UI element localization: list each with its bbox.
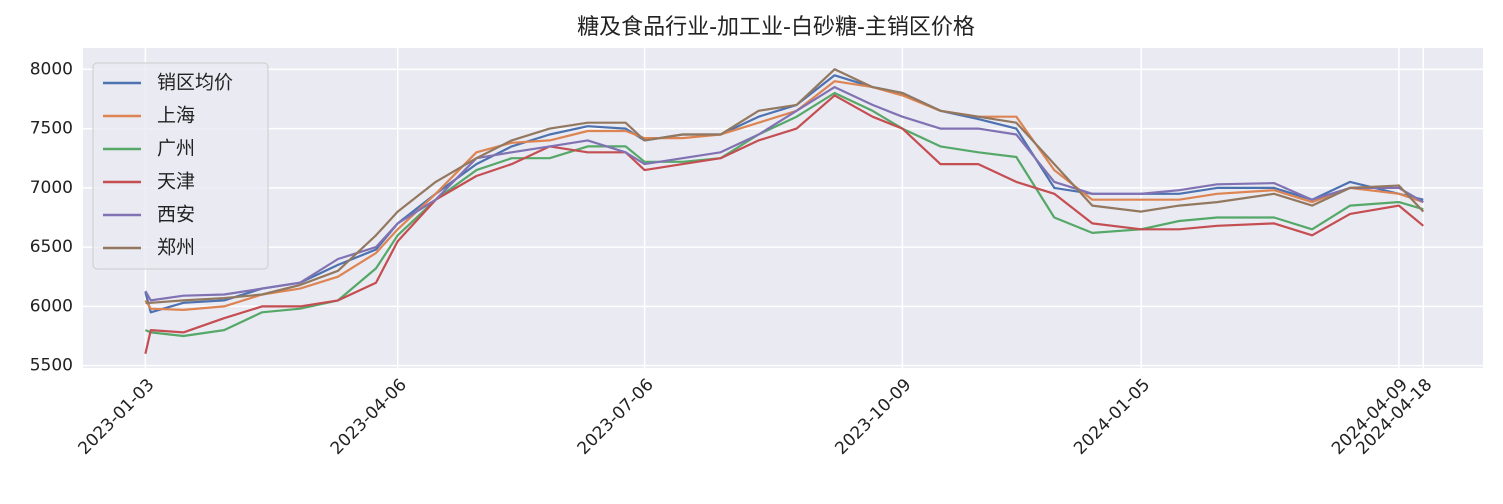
x-tick-label: 2023-04-06 (327, 375, 411, 459)
line (144, 86, 1424, 302)
y-tick-label: 5500 (30, 356, 73, 376)
plot-area (83, 48, 1483, 368)
x-tick-label: 2024-01-05 (1070, 375, 1154, 459)
legend-label: 上海 (157, 105, 195, 127)
y-tick-label: 6500 (30, 237, 73, 257)
line (144, 74, 1424, 314)
legend-label: 天津 (157, 171, 195, 193)
legend-box (92, 62, 269, 270)
legend-label: 广州 (157, 138, 195, 160)
chart-title: 糖及食品行业-加工业-白砂糖-主销区价格 (577, 15, 975, 40)
line (145, 68, 1425, 304)
y-tick-label: 7000 (30, 178, 73, 198)
x-tick-label: 2023-07-06 (574, 375, 658, 459)
legend-label: 西安 (157, 204, 195, 226)
legend-label: 郑州 (157, 237, 195, 259)
legend-label: 销区均价 (157, 72, 233, 94)
x-tick-label: 2023-01-03 (74, 375, 158, 459)
line (144, 94, 1425, 355)
y-tick-label: 6000 (30, 296, 73, 316)
x-tick-label: 2023-10-09 (831, 375, 915, 459)
y-tick-label: 7500 (30, 119, 73, 139)
y-tick-label: 8000 (30, 59, 73, 79)
line (144, 80, 1424, 311)
